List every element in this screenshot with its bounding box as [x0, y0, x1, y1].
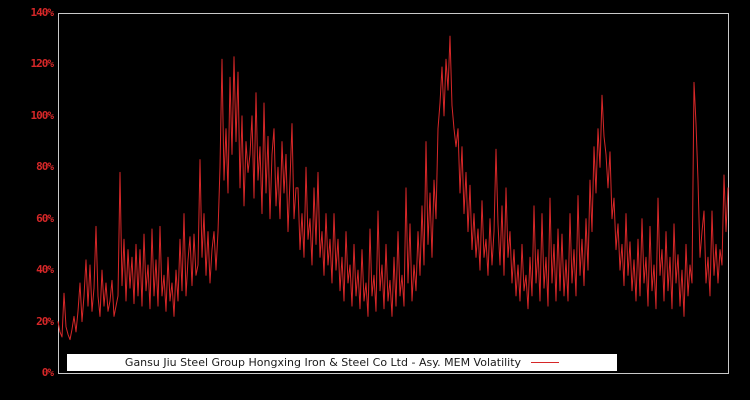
- legend-line-sample-icon: [531, 362, 560, 363]
- y-tick-label: 60%: [36, 212, 54, 225]
- legend-label: Gansu Jiu Steel Group Hongxing Iron & St…: [124, 356, 522, 369]
- volatility-series: [57, 35, 729, 341]
- y-tick-label: 20%: [36, 315, 54, 328]
- y-tick-label: 140%: [30, 6, 55, 19]
- y-tick-label: 100%: [30, 109, 55, 122]
- y-tick-label: 80%: [36, 160, 54, 173]
- y-tick-label: 120%: [30, 57, 55, 70]
- legend: Gansu Jiu Steel Group Hongxing Iron & St…: [67, 354, 617, 371]
- plot-border: [58, 13, 729, 374]
- y-tick-label: 40%: [36, 263, 54, 276]
- y-tick-label: 0%: [41, 366, 54, 379]
